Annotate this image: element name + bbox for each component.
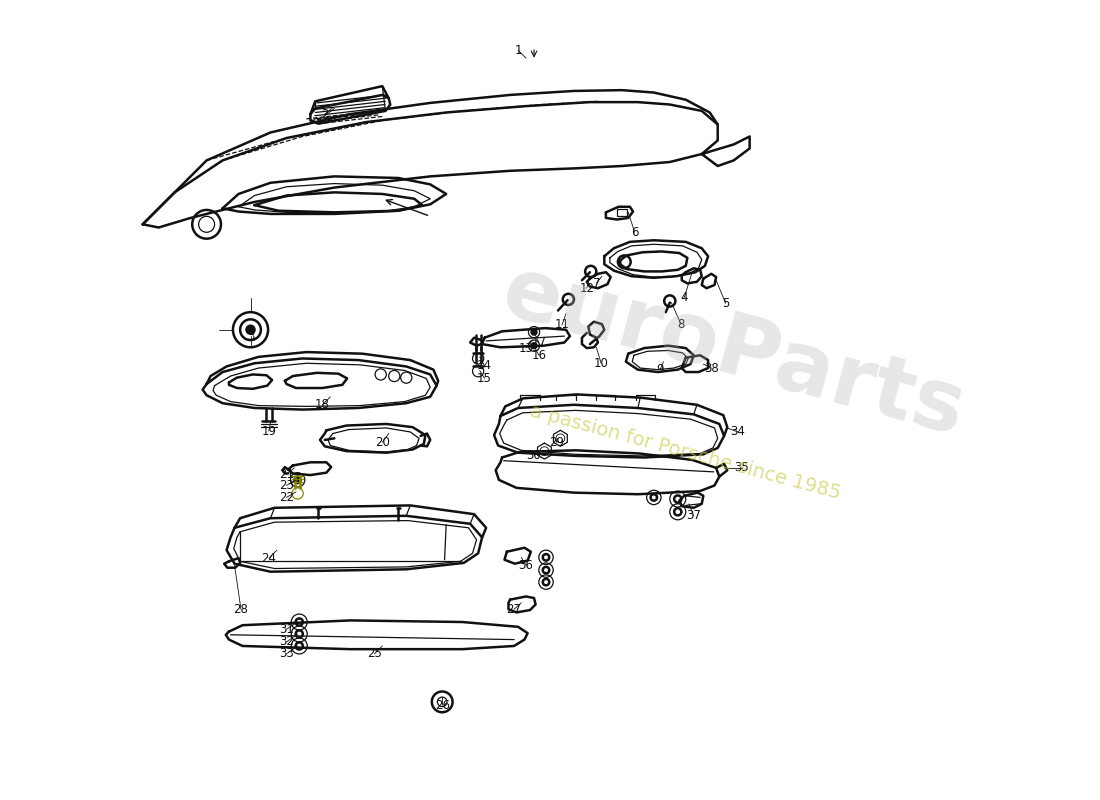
Text: 1: 1 <box>515 44 521 57</box>
Text: 17: 17 <box>531 336 547 349</box>
Text: 2: 2 <box>321 107 329 121</box>
Text: 4: 4 <box>681 291 688 304</box>
Text: 21: 21 <box>279 468 294 481</box>
Text: 8: 8 <box>678 318 684 330</box>
Text: 27: 27 <box>507 602 521 616</box>
Text: 30: 30 <box>527 450 541 462</box>
Text: a passion for Porsche since 1985: a passion for Porsche since 1985 <box>528 402 844 502</box>
Text: 14: 14 <box>477 359 492 372</box>
Circle shape <box>295 477 300 483</box>
Text: 16: 16 <box>531 349 547 362</box>
Text: 34: 34 <box>730 426 745 438</box>
Text: 12: 12 <box>580 282 594 294</box>
Circle shape <box>246 326 254 334</box>
Text: 13: 13 <box>518 342 534 354</box>
Text: 5: 5 <box>722 297 729 310</box>
Text: 23: 23 <box>279 479 294 492</box>
Text: 3: 3 <box>246 330 254 342</box>
Text: 6: 6 <box>631 226 638 238</box>
Text: 26: 26 <box>434 698 450 711</box>
Text: 24: 24 <box>262 552 276 565</box>
Text: 38: 38 <box>704 362 718 374</box>
Text: 37: 37 <box>686 510 701 522</box>
Text: 19: 19 <box>262 425 276 438</box>
Text: 29: 29 <box>549 436 564 449</box>
Text: 31: 31 <box>279 622 294 636</box>
Text: 15: 15 <box>477 372 492 385</box>
Text: 20: 20 <box>375 436 389 449</box>
Text: euroParts: euroParts <box>493 250 975 454</box>
Text: 33: 33 <box>279 647 294 661</box>
Text: 35: 35 <box>735 462 749 474</box>
Text: 36: 36 <box>518 559 534 572</box>
Text: 22: 22 <box>279 491 294 504</box>
Circle shape <box>531 343 537 348</box>
Text: 11: 11 <box>554 318 570 331</box>
Text: 28: 28 <box>233 602 249 616</box>
Bar <box>617 209 627 216</box>
Text: 9: 9 <box>657 363 664 376</box>
Text: 32: 32 <box>279 635 294 649</box>
Circle shape <box>531 330 537 334</box>
Text: 7: 7 <box>593 277 601 290</box>
Text: 18: 18 <box>315 398 330 411</box>
Text: 10: 10 <box>594 357 608 370</box>
Text: 25: 25 <box>367 647 382 661</box>
